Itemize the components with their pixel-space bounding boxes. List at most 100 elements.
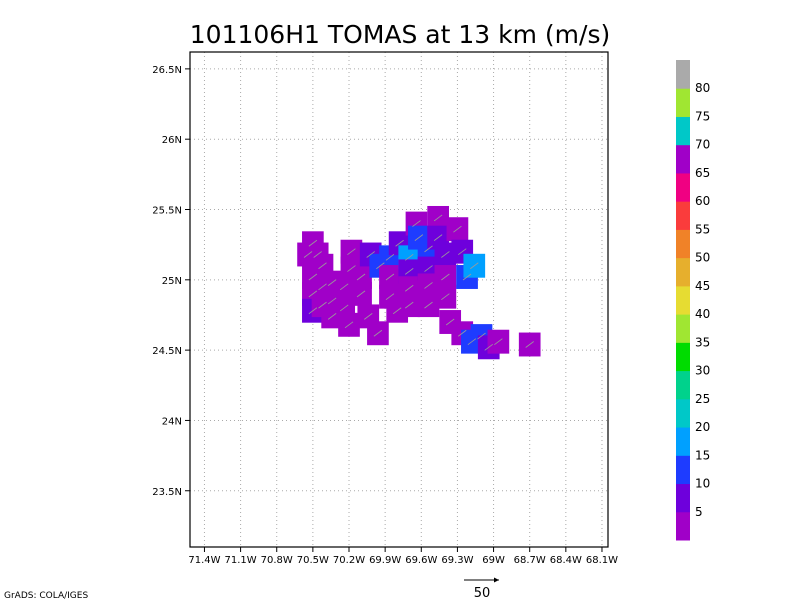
wind-vector — [376, 262, 385, 270]
wind-vector — [344, 321, 354, 329]
colorbar-swatch — [676, 511, 690, 541]
colorbar-label: 20 — [695, 420, 710, 434]
wind-vector — [308, 290, 318, 298]
y-tick-label: 23.5N — [152, 487, 182, 498]
wind-vector — [477, 332, 486, 340]
wind-vector — [445, 318, 455, 326]
wind-vector — [467, 338, 477, 346]
grid-lines — [190, 52, 608, 547]
wind-vector — [327, 313, 337, 320]
vector-scale: 50 — [464, 577, 499, 600]
wind-vector — [339, 304, 349, 312]
y-tick-label: 25.5N — [152, 206, 182, 217]
colorbar: 5 10 15 20 25 30 35 40 45 50 55 60 65 70 75 80 — [676, 60, 710, 541]
wind-vector — [356, 273, 366, 281]
x-tick-label: 70.2W — [333, 555, 365, 566]
wind-vector — [327, 297, 337, 305]
y-axis: 23.5N 24N 24.5N 25N 25.5N 26N 26.5N — [152, 65, 190, 498]
colorbar-label: 65 — [695, 166, 710, 180]
x-tick-label: 69.3W — [441, 555, 473, 566]
y-tick-label: 24N — [162, 416, 182, 427]
x-tick-label: 69W — [482, 555, 505, 566]
colorbar-label: 10 — [695, 477, 710, 491]
colorbar-swatch — [676, 229, 690, 259]
wind-vector — [494, 338, 503, 346]
wind-vector — [404, 268, 414, 275]
x-axis: 71.4W 71.1W 70.8W 70.5W 70.2W 69.9W 69.6W 69.3W… — [188, 547, 618, 566]
x-tick-label: 70.5W — [297, 555, 329, 566]
wind-vector — [313, 251, 322, 258]
vector-scale-arrow-head — [494, 577, 499, 583]
colorbar-label: 75 — [695, 109, 710, 123]
wind-vector — [458, 248, 467, 256]
colorbar-swatch — [676, 144, 690, 174]
wind-vector — [462, 273, 472, 281]
colorbar-swatch — [676, 370, 690, 400]
wind-vector — [441, 273, 450, 281]
colorbar-label: 45 — [695, 279, 710, 293]
wind-vector — [308, 273, 318, 281]
wind-vector — [470, 262, 479, 270]
wind-vector — [404, 253, 414, 261]
y-tick-label: 26.5N — [152, 65, 182, 76]
colorbar-swatch — [676, 285, 690, 315]
y-tick-label: 24.5N — [152, 346, 182, 357]
colorbar-swatch — [676, 314, 690, 343]
colorbar-label: 40 — [695, 307, 710, 321]
colorbar-swatch — [676, 201, 690, 230]
colorbar-swatch — [676, 483, 690, 513]
x-tick-label: 68.1W — [586, 555, 618, 566]
wind-vector — [364, 313, 373, 320]
wind-vector — [441, 251, 450, 258]
wind-vector — [433, 214, 443, 222]
x-tick-label: 68.4W — [550, 555, 582, 566]
colorbar-label: 15 — [695, 448, 710, 462]
colorbar-label: 80 — [695, 81, 710, 95]
wind-vector — [484, 343, 493, 351]
wind-vector — [392, 307, 402, 315]
wind-vector — [412, 220, 421, 227]
wind-vector — [347, 265, 356, 272]
wind-vector — [303, 251, 313, 258]
wind-vector — [318, 301, 327, 309]
credit-label: GrADS: COLA/IGES — [4, 591, 88, 600]
colorbar-label: 30 — [695, 364, 710, 378]
wind-vector — [385, 273, 395, 281]
wind-vector — [453, 225, 462, 233]
plot-frame — [189, 51, 609, 548]
x-tick-label: 71.1W — [225, 555, 257, 566]
wind-vector — [424, 265, 433, 272]
colorbar-swatch — [676, 88, 690, 117]
colorbar-swatch — [676, 427, 690, 456]
colorbar-label: 55 — [695, 222, 710, 236]
colorbar-label: 5 — [695, 505, 703, 519]
wind-vector — [366, 251, 375, 258]
colorbar-swatch — [676, 60, 690, 89]
colorbar-swatch — [676, 172, 690, 202]
colorbar-swatch — [676, 342, 690, 372]
colorbar-swatch — [676, 455, 690, 485]
wind-speed-cells — [297, 205, 541, 360]
wind-vector — [414, 234, 424, 241]
chart-title: 101106H1 TOMAS at 13 km (m/s) — [190, 20, 610, 49]
wind-vector — [424, 245, 433, 253]
x-tick-label: 69.9W — [369, 555, 401, 566]
wind-vector — [339, 283, 349, 291]
wind-vector — [525, 341, 534, 348]
x-tick-label: 68.7W — [514, 555, 546, 566]
wind-vector — [327, 279, 337, 286]
wind-vector — [433, 234, 443, 241]
wind-vector — [424, 301, 433, 309]
y-tick-label: 26N — [162, 135, 182, 146]
wind-vector — [385, 253, 395, 261]
wind-vector — [458, 329, 467, 337]
colorbar-swatch — [676, 398, 690, 428]
colorbar-swatch — [676, 257, 690, 287]
colorbar-label: 60 — [695, 194, 710, 208]
wind-vector — [404, 301, 414, 309]
wind-vector — [404, 284, 414, 292]
x-tick-label: 71.4W — [188, 555, 220, 566]
wind-vector — [395, 239, 404, 247]
wind-vector — [356, 290, 366, 298]
